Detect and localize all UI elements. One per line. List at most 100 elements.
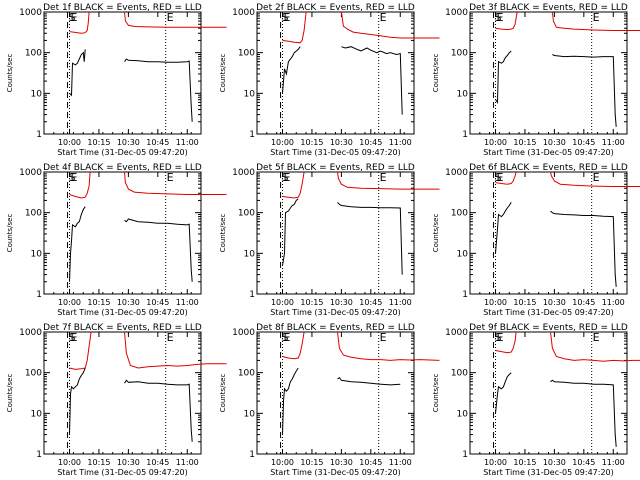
x-tick-label: 10:45 [146,138,169,147]
x-tick-label: 10:30 [543,298,566,307]
events-series-line [124,379,193,442]
y-tick-label: 1 [36,130,42,140]
y-tick-label: 1 [36,450,42,460]
x-tick-label: 10:00 [271,138,294,147]
y-tick-label: 1 [249,450,255,460]
x-tick-label: 10:15 [513,298,536,307]
events-series-line [495,50,512,104]
x-tick-label: 10:00 [484,298,507,307]
lld-series-line [550,171,640,187]
events-series-line [69,49,86,97]
interval-marker-label: E [497,171,504,184]
x-axis-label: Start Time (31-Dec-05 09:47:20) [57,148,188,157]
events-series-line [282,198,299,266]
x-tick-label: 10:30 [330,138,353,147]
interval-marker-label: S [282,171,289,184]
x-tick-label: 10:15 [513,458,536,467]
x-axis-label: Start Time (31-Dec-05 09:47:20) [270,148,401,157]
x-tick-label: 11:00 [389,138,412,147]
interval-marker-label: E [71,171,78,184]
y-tick-label: 10 [457,89,469,99]
events-series-line [495,372,512,414]
events-series-line [69,206,86,282]
panel-title: Det 9f BLACK = Events, RED = LLD [469,323,628,333]
panel-title: Det 5f BLACK = Events, RED = LLD [256,163,415,173]
interval-marker-label: E [167,171,174,184]
y-axis-label: Counts/sec [432,214,440,253]
lld-series-line [282,171,305,199]
interval-marker-label: S [69,171,76,184]
y-tick-label: 1 [249,290,255,300]
lld-series-line [550,331,640,362]
x-tick-label: 10:00 [484,138,507,147]
y-tick-label: 100 [25,369,42,379]
y-tick-label: 10 [244,89,256,99]
lld-series-line [337,331,440,361]
y-tick-label: 10 [244,249,256,259]
y-tick-label: 100 [451,369,468,379]
x-tick-label: 10:45 [572,458,595,467]
y-tick-label: 1000 [232,168,255,178]
x-axis-label: Start Time (31-Dec-05 09:47:20) [270,468,401,477]
x-tick-label: 10:30 [543,138,566,147]
interval-marker-label: E [380,171,387,184]
x-axis-label: Start Time (31-Dec-05 09:47:20) [57,308,188,317]
events-series-line [124,218,193,282]
x-tick-label: 10:00 [58,138,81,147]
x-tick-label: 10:45 [572,298,595,307]
lld-series-line [69,171,91,199]
x-tick-label: 10:15 [300,138,323,147]
x-tick-label: 11:00 [602,458,625,467]
y-tick-label: 10 [31,89,43,99]
detector-panel: Det 1f BLACK = Events, RED = LLD 1 10 100 10… [6,3,227,157]
x-tick-label: 10:30 [117,298,140,307]
x-tick-label: 10:00 [484,458,507,467]
events-series-line [495,202,512,254]
y-tick-label: 1000 [445,8,468,18]
x-tick-label: 10:15 [300,298,323,307]
x-tick-label: 11:00 [602,298,625,307]
events-series-line [282,367,299,435]
panel-title: Det 1f BLACK = Events, RED = LLD [43,3,202,13]
interval-marker-label: E [71,331,78,344]
interval-marker-label: E [284,11,291,24]
y-tick-label: 1 [462,290,468,300]
interval-marker-label: S [282,11,289,24]
y-axis-label: Counts/sec [6,214,14,253]
lld-series-line [495,11,518,31]
interval-marker-label: E [593,11,600,24]
x-tick-label: 10:30 [543,458,566,467]
lld-series-line [340,11,440,39]
detector-panel: Det 7f BLACK = Events, RED = LLD 1 10 100 10… [6,323,227,477]
y-axis-label: Counts/sec [6,374,14,413]
y-tick-label: 1000 [19,328,42,338]
panel-title: Det 7f BLACK = Events, RED = LLD [43,323,202,333]
lld-series-line [282,331,305,360]
detector-panel: Det 3f BLACK = Events, RED = LLD 1 10 100 10… [432,3,640,157]
y-axis-label: Counts/sec [219,214,227,253]
detector-panel: Det 5f BLACK = Events, RED = LLD 1 10 100 10… [219,163,440,317]
x-tick-label: 10:45 [572,138,595,147]
x-axis-label: Start Time (31-Dec-05 09:47:20) [57,468,188,477]
x-tick-label: 10:45 [359,298,382,307]
x-tick-label: 10:15 [87,138,110,147]
x-tick-label: 11:00 [389,458,412,467]
interval-marker-label: E [167,331,174,344]
x-tick-label: 10:45 [359,458,382,467]
panel-title: Det 6f BLACK = Events, RED = LLD [469,163,628,173]
y-tick-label: 100 [25,49,42,59]
x-tick-label: 10:00 [58,298,81,307]
y-tick-label: 1 [462,130,468,140]
x-tick-label: 10:45 [359,138,382,147]
x-axis-label: Start Time (31-Dec-05 09:47:20) [270,308,401,317]
x-axis-label: Start Time (31-Dec-05 09:47:20) [483,148,614,157]
lld-series-line [282,11,307,44]
lld-series-line [124,171,227,195]
interval-marker-label: S [495,171,502,184]
y-axis-label: Counts/sec [6,54,14,93]
y-axis-label: Counts/sec [432,54,440,93]
interval-marker-label: S [69,331,76,344]
detector-panel: Det 8f BLACK = Events, RED = LLD 1 10 100 10… [219,323,440,477]
interval-marker-label: S [282,331,289,344]
interval-marker-label: S [495,11,502,24]
